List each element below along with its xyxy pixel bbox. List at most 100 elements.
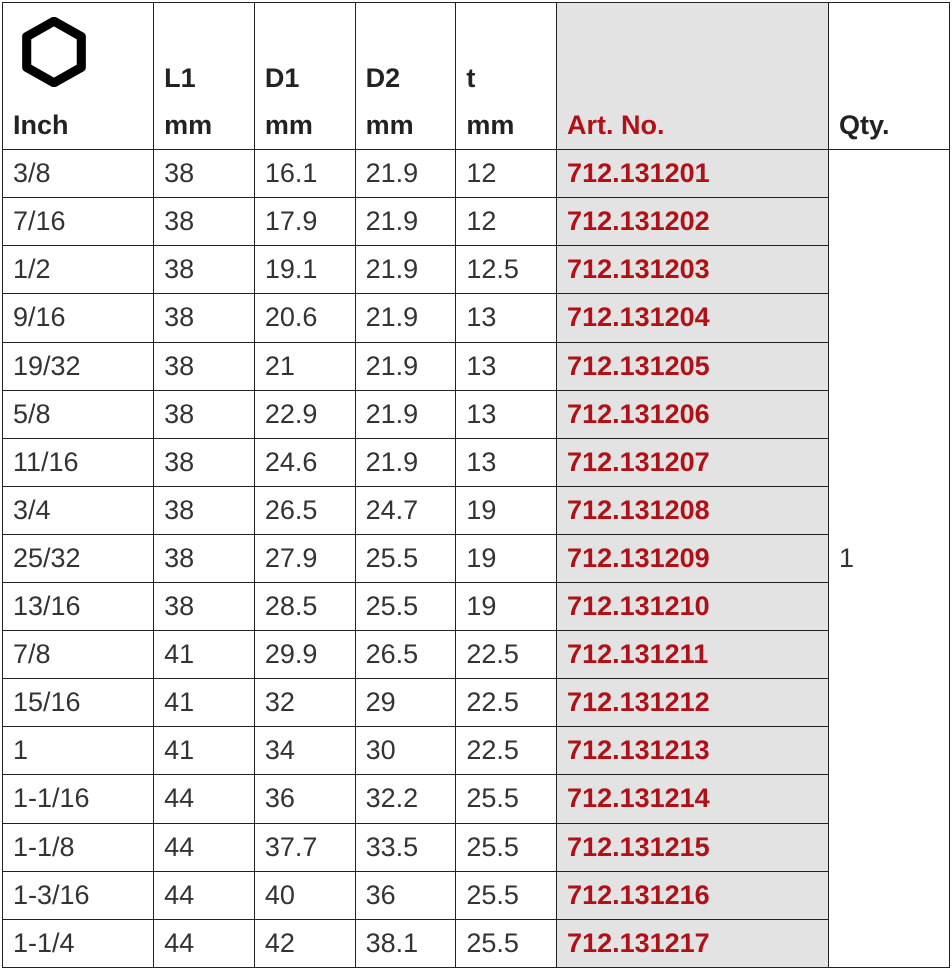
cell-t: 13 bbox=[456, 390, 557, 438]
hexagon-icon bbox=[19, 17, 89, 87]
table-row: 1-1/16443632.225.5712.131214 bbox=[3, 775, 950, 823]
cell-art: 712.131212 bbox=[557, 679, 829, 727]
cell-inch: 19/32 bbox=[3, 342, 154, 390]
cell-art: 712.131204 bbox=[557, 294, 829, 342]
cell-l1: 41 bbox=[154, 727, 255, 775]
cell-d1: 36 bbox=[254, 775, 355, 823]
cell-t: 25.5 bbox=[456, 775, 557, 823]
cell-inch: 15/16 bbox=[3, 679, 154, 727]
cell-d2: 33.5 bbox=[355, 823, 456, 871]
table-row: 1-3/1644403625.5712.131216 bbox=[3, 871, 950, 919]
cell-t: 25.5 bbox=[456, 871, 557, 919]
cell-inch: 9/16 bbox=[3, 294, 154, 342]
cell-inch: 7/8 bbox=[3, 631, 154, 679]
table-row: 141343022.5712.131213 bbox=[3, 727, 950, 775]
cell-t: 13 bbox=[456, 342, 557, 390]
header-inch: Inch bbox=[3, 102, 154, 150]
cell-d1: 16.1 bbox=[254, 150, 355, 198]
cell-art: 712.131203 bbox=[557, 246, 829, 294]
cell-d2: 38.1 bbox=[355, 919, 456, 967]
cell-t: 25.5 bbox=[456, 823, 557, 871]
cell-d2: 29 bbox=[355, 679, 456, 727]
cell-d1: 21 bbox=[254, 342, 355, 390]
cell-inch: 13/16 bbox=[3, 583, 154, 631]
cell-l1: 38 bbox=[154, 583, 255, 631]
cell-art: 712.131213 bbox=[557, 727, 829, 775]
header-d1-unit: mm bbox=[254, 102, 355, 150]
cell-art: 712.131205 bbox=[557, 342, 829, 390]
cell-d2: 21.9 bbox=[355, 342, 456, 390]
cell-d1: 27.9 bbox=[254, 534, 355, 582]
table-row: 9/163820.621.913712.131204 bbox=[3, 294, 950, 342]
cell-d2: 21.9 bbox=[355, 150, 456, 198]
cell-t: 19 bbox=[456, 583, 557, 631]
cell-d1: 28.5 bbox=[254, 583, 355, 631]
cell-d1: 22.9 bbox=[254, 390, 355, 438]
cell-d1: 32 bbox=[254, 679, 355, 727]
cell-d2: 25.5 bbox=[355, 583, 456, 631]
table-body: 3/83816.121.912712.13120117/163817.921.9… bbox=[3, 150, 950, 968]
header-t-unit: mm bbox=[456, 102, 557, 150]
table-row: 1/23819.121.912.5712.131203 bbox=[3, 246, 950, 294]
cell-d2: 21.9 bbox=[355, 438, 456, 486]
cell-art: 712.131217 bbox=[557, 919, 829, 967]
cell-inch: 1 bbox=[3, 727, 154, 775]
cell-d1: 29.9 bbox=[254, 631, 355, 679]
header-art-top bbox=[557, 3, 829, 103]
socket-spec-table: L1 D1 D2 t Inch mm mm mm mm Art. No. Qty… bbox=[2, 2, 950, 968]
cell-inch: 3/4 bbox=[3, 486, 154, 534]
cell-inch: 3/8 bbox=[3, 150, 154, 198]
cell-d1: 40 bbox=[254, 871, 355, 919]
cell-t: 19 bbox=[456, 534, 557, 582]
cell-art: 712.131211 bbox=[557, 631, 829, 679]
cell-d1: 26.5 bbox=[254, 486, 355, 534]
cell-t: 22.5 bbox=[456, 727, 557, 775]
cell-inch: 1/2 bbox=[3, 246, 154, 294]
header-art: Art. No. bbox=[557, 102, 829, 150]
cell-t: 13 bbox=[456, 294, 557, 342]
header-icon-cell bbox=[3, 3, 154, 103]
cell-inch: 25/32 bbox=[3, 534, 154, 582]
table-row: 3/43826.524.719712.131208 bbox=[3, 486, 950, 534]
header-qty: Qty. bbox=[829, 102, 950, 150]
cell-l1: 38 bbox=[154, 198, 255, 246]
table-row: 25/323827.925.519712.131209 bbox=[3, 534, 950, 582]
header-d2-top: D2 bbox=[355, 3, 456, 103]
cell-t: 22.5 bbox=[456, 631, 557, 679]
cell-l1: 41 bbox=[154, 679, 255, 727]
cell-inch: 1-1/4 bbox=[3, 919, 154, 967]
header-d2-unit: mm bbox=[355, 102, 456, 150]
cell-art: 712.131210 bbox=[557, 583, 829, 631]
table-row: 19/32382121.913712.131205 bbox=[3, 342, 950, 390]
cell-l1: 38 bbox=[154, 294, 255, 342]
cell-l1: 44 bbox=[154, 775, 255, 823]
cell-d1: 20.6 bbox=[254, 294, 355, 342]
cell-art: 712.131209 bbox=[557, 534, 829, 582]
cell-art: 712.131206 bbox=[557, 390, 829, 438]
cell-inch: 1-1/8 bbox=[3, 823, 154, 871]
cell-art: 712.131207 bbox=[557, 438, 829, 486]
cell-d1: 42 bbox=[254, 919, 355, 967]
cell-t: 12 bbox=[456, 198, 557, 246]
cell-t: 13 bbox=[456, 438, 557, 486]
cell-d2: 26.5 bbox=[355, 631, 456, 679]
table-row: 1-1/84437.733.525.5712.131215 bbox=[3, 823, 950, 871]
header-t-top: t bbox=[456, 3, 557, 103]
cell-inch: 1-3/16 bbox=[3, 871, 154, 919]
table-row: 5/83822.921.913712.131206 bbox=[3, 390, 950, 438]
cell-art: 712.131214 bbox=[557, 775, 829, 823]
cell-l1: 44 bbox=[154, 871, 255, 919]
cell-d1: 17.9 bbox=[254, 198, 355, 246]
cell-l1: 41 bbox=[154, 631, 255, 679]
cell-l1: 38 bbox=[154, 150, 255, 198]
header-row-2: Inch mm mm mm mm Art. No. Qty. bbox=[3, 102, 950, 150]
table-row: 3/83816.121.912712.1312011 bbox=[3, 150, 950, 198]
header-l1-unit: mm bbox=[154, 102, 255, 150]
cell-l1: 44 bbox=[154, 919, 255, 967]
cell-l1: 38 bbox=[154, 534, 255, 582]
cell-t: 12.5 bbox=[456, 246, 557, 294]
cell-t: 22.5 bbox=[456, 679, 557, 727]
cell-d2: 21.9 bbox=[355, 246, 456, 294]
cell-l1: 38 bbox=[154, 486, 255, 534]
cell-d2: 36 bbox=[355, 871, 456, 919]
